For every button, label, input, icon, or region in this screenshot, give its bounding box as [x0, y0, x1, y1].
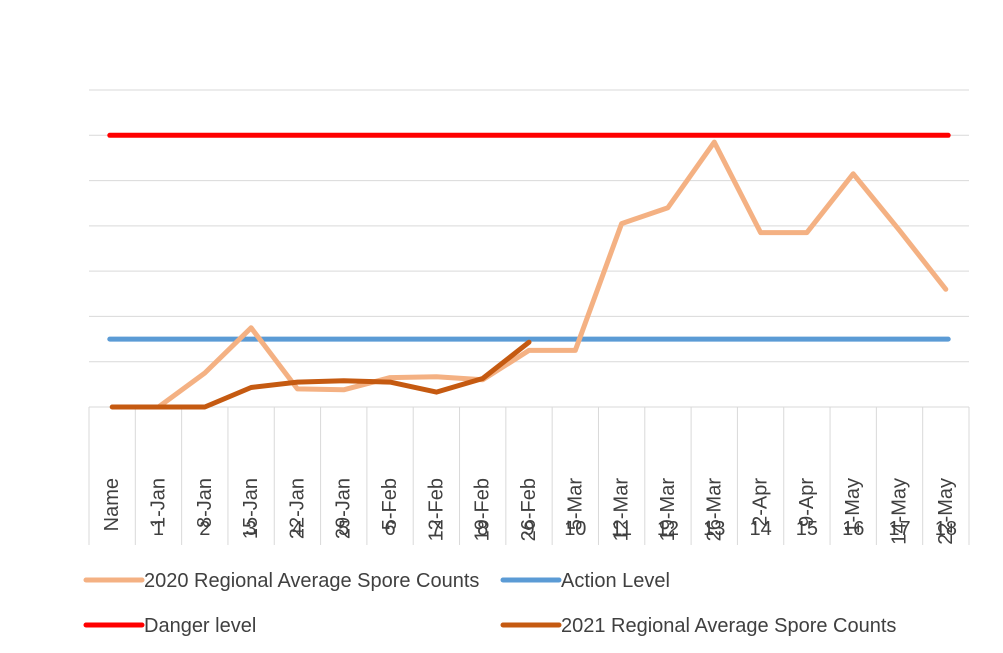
x-tick-label: 29-Jan	[333, 478, 355, 539]
legend-label: Danger level	[144, 615, 256, 637]
x-tick-number: 7	[431, 518, 442, 540]
series-line-4	[109, 339, 532, 410]
legend-label: 2021 Regional Average Spore Counts	[561, 615, 896, 637]
legend-label: Action Level	[561, 570, 670, 592]
x-tick-number: 17	[888, 518, 910, 540]
x-tick-label: 26-Feb	[518, 478, 540, 541]
x-tick-number: 16	[842, 518, 864, 540]
x-tick-number: 18	[935, 518, 957, 540]
series-line-1	[156, 139, 949, 410]
x-tick-label: 2-Apr	[750, 478, 772, 527]
x-tick-label: 1-Jan	[147, 478, 169, 528]
x-tick-number: 11	[611, 518, 632, 540]
x-tick-number: 3	[246, 518, 257, 540]
x-tick-number: 2	[199, 518, 210, 540]
legend: 2020 Regional Average Spore Counts Action…	[83, 570, 896, 637]
x-tick-number: 9	[523, 518, 534, 540]
x-tick-label: 5-Mar	[564, 478, 586, 531]
x-tick-number: 15	[796, 518, 818, 540]
x-tick-number: 5	[338, 518, 349, 540]
x-tick-number: 14	[749, 518, 771, 540]
x-tick-label: 19-Mar	[657, 478, 679, 542]
series-lines	[107, 132, 951, 410]
x-tick-number: 10	[564, 518, 586, 540]
legend-label: 2020 Regional Average Spore Counts	[144, 570, 479, 592]
x-tick-label: 1-May	[842, 478, 864, 534]
x-tick-number: 8	[477, 518, 488, 540]
x-tick-label: 22-Jan	[286, 478, 308, 539]
x-tick-number: 1	[153, 518, 164, 540]
x-tick-number: 4	[292, 518, 303, 540]
x-tick-label: 14-May	[889, 478, 911, 545]
x-tick-label: 5-Feb	[379, 478, 401, 530]
x-tick-label: 26-Mar	[703, 478, 725, 542]
x-tick-label: 8-Jan	[194, 478, 216, 528]
gridlines	[89, 89, 969, 363]
x-tick-label: 12-Mar	[611, 478, 633, 542]
x-tick-label: 12-Feb	[425, 478, 447, 541]
x-tick-number: 12	[657, 518, 679, 540]
x-tick-label: 19-Feb	[472, 478, 494, 541]
x-tick-label: 9-Apr	[796, 478, 818, 527]
x-tick-label: 22-May	[935, 478, 957, 545]
x-tick-number: 13	[703, 518, 725, 540]
x-tick-number: 6	[384, 518, 395, 540]
x-tick-label: 15-Jan	[240, 478, 262, 539]
category-table: Name 1-Jan 8-Jan 15-Jan 22-Jan 29-Jan 5-Feb 12-…	[88, 406, 970, 545]
x-tick-label: Name	[101, 478, 123, 531]
